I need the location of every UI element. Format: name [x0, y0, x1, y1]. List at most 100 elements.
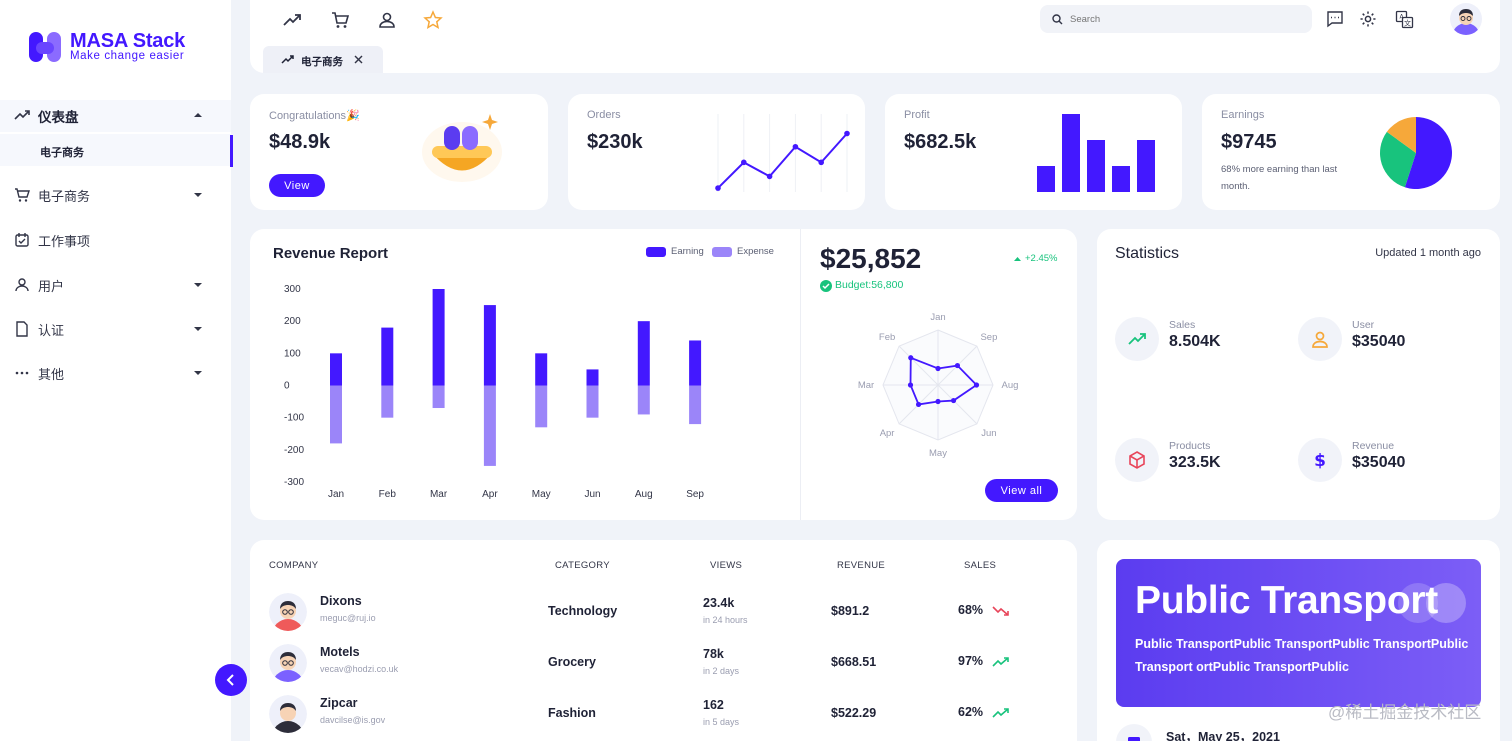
- y-tick-label: -200: [284, 445, 304, 456]
- radar-label: Feb: [879, 332, 895, 343]
- radar-point: [973, 382, 980, 388]
- sales-value: 97%: [958, 654, 984, 668]
- svg-text:文: 文: [1404, 19, 1411, 28]
- x-tick-label: Jan: [328, 489, 344, 500]
- stat-value: 323.5K: [1169, 454, 1221, 471]
- close-icon[interactable]: [354, 55, 363, 64]
- table-row[interactable]: Dixons meguc@ruj.io Technology 23.4k in …: [250, 591, 1077, 642]
- change-percent: +2.45%: [1025, 253, 1058, 264]
- avatar-icon: [269, 644, 307, 682]
- kpi-label: Earnings: [1221, 109, 1265, 121]
- kpi-label: Congratulations🎉: [269, 110, 360, 122]
- y-tick-label: 300: [284, 284, 301, 295]
- expense-bar: [586, 385, 599, 418]
- expense-bar: [689, 385, 702, 425]
- views-time: in 24 hours: [703, 615, 748, 625]
- tab-label: 电子商务: [301, 56, 343, 68]
- earning-bar: [586, 369, 599, 386]
- company-table-card: COMPANY CATEGORY VIEWS REVENUE SALES Dix…: [250, 540, 1077, 741]
- radar-point: [907, 382, 914, 388]
- expense-bar: [432, 385, 445, 409]
- orders-point: [766, 173, 773, 180]
- expense-bar: [483, 385, 496, 466]
- sidebar-item-tasks[interactable]: 工作事项: [0, 225, 231, 255]
- earning-bar: [432, 289, 445, 386]
- trending-up-icon: [992, 657, 1009, 667]
- sidebar-item-auth[interactable]: 认证: [0, 314, 231, 344]
- statistics-title: Statistics: [1115, 245, 1180, 262]
- radar-label: Aug: [1002, 380, 1019, 391]
- radar-label: May: [929, 448, 947, 459]
- radar-point: [915, 401, 922, 408]
- stat-label: Products: [1169, 440, 1211, 452]
- statistics-card: Statistics Updated 1 month ago Sales 8.5…: [1097, 229, 1500, 520]
- company-avatar: [269, 644, 307, 682]
- document-icon: [16, 321, 28, 337]
- kpi-label: Orders: [587, 109, 621, 121]
- view-all-button[interactable]: View all: [985, 479, 1058, 502]
- profit-bar: [1112, 166, 1130, 192]
- x-tick-label: Sep: [686, 489, 704, 500]
- y-tick-label: 200: [284, 316, 301, 327]
- revenue-value: $522.29: [831, 706, 877, 720]
- radar-label: Jan: [930, 312, 945, 323]
- sidebar-item-label: 其他: [38, 366, 65, 382]
- budget-radar-chart: Jan Sep Aug Jun May Apr Mar Feb: [858, 312, 1019, 459]
- sidebar-item-label: 工作事项: [38, 233, 91, 249]
- stat-value: $35040: [1352, 454, 1406, 471]
- dollar-icon: $: [1314, 451, 1326, 470]
- earning-bar: [637, 321, 650, 386]
- revenue-bar-chart: 300 200 100 0 -100 -200 -300 Jan Feb Mar Apr May Jun…: [284, 284, 704, 500]
- search-box[interactable]: [1040, 5, 1312, 33]
- orders-line: [717, 132, 848, 189]
- sidebar-subitem-ecommerce[interactable]: 电子商务: [0, 134, 233, 167]
- pie-slice: [1380, 131, 1416, 188]
- radar-point: [935, 365, 941, 372]
- chevron-down-icon: [194, 193, 202, 197]
- legend-swatch: [646, 246, 666, 257]
- gear-icon[interactable]: [1359, 10, 1377, 28]
- expense-bar: [381, 385, 394, 418]
- kpi-card-congrats: Congratulations🎉 $48.9k View: [250, 94, 548, 210]
- sidebar-item-ecommerce[interactable]: 电子商务: [0, 180, 231, 210]
- brand-logo[interactable]: MASA Stack Make change easier: [28, 30, 218, 70]
- sidebar-item-users[interactable]: 用户: [0, 270, 231, 300]
- message-icon[interactable]: [1326, 10, 1344, 28]
- collapse-sidebar-button[interactable]: [215, 664, 247, 696]
- revenue-value: $668.51: [831, 655, 877, 669]
- stat-value: $35040: [1352, 333, 1406, 350]
- sidebar: MASA Stack Make change easier 仪表盘 电子商务 电…: [0, 0, 233, 741]
- promo-banner[interactable]: Public Transport Public TransportPublic …: [1116, 559, 1481, 707]
- arrow-up-icon: [1014, 257, 1021, 261]
- divider: [800, 229, 801, 520]
- user-icon[interactable]: [377, 10, 397, 30]
- active-indicator: [230, 135, 233, 167]
- star-icon[interactable]: [423, 10, 443, 30]
- user-avatar[interactable]: [1450, 3, 1482, 35]
- earning-bar: [535, 353, 548, 386]
- table-row[interactable]: Motels vecav@hodzi.co.uk Grocery 78k in …: [250, 642, 1077, 693]
- search-input[interactable]: [1070, 11, 1300, 27]
- y-tick-label: 100: [284, 348, 301, 359]
- y-tick-label: -300: [284, 477, 304, 488]
- sidebar-item-others[interactable]: 其他: [0, 358, 231, 388]
- chevron-down-icon: [194, 283, 202, 287]
- expense-bar: [637, 385, 650, 415]
- legend-swatch: [712, 246, 732, 257]
- translate-icon[interactable]: 文A: [1395, 10, 1414, 29]
- cart-icon[interactable]: [330, 10, 350, 30]
- table-header: VIEWS: [710, 560, 743, 571]
- revenue-value: $891.2: [831, 604, 870, 618]
- stat-label: Sales: [1169, 319, 1196, 331]
- table-row[interactable]: Zipcar davcilse@is.gov Fashion 162 in 5 …: [250, 693, 1077, 741]
- company-category: Technology: [548, 604, 618, 618]
- avatar-icon: [269, 695, 307, 733]
- sidebar-item-dashboard[interactable]: 仪表盘: [0, 100, 231, 132]
- view-button[interactable]: View: [269, 174, 325, 197]
- trending-up-icon[interactable]: [282, 10, 302, 30]
- company-email: meguc@ruj.io: [320, 613, 376, 623]
- sidebar-item-label: 仪表盘: [38, 110, 79, 125]
- tab-ecommerce[interactable]: 电子商务: [263, 46, 383, 73]
- trending-up-icon: [281, 55, 294, 64]
- orders-point: [792, 143, 799, 150]
